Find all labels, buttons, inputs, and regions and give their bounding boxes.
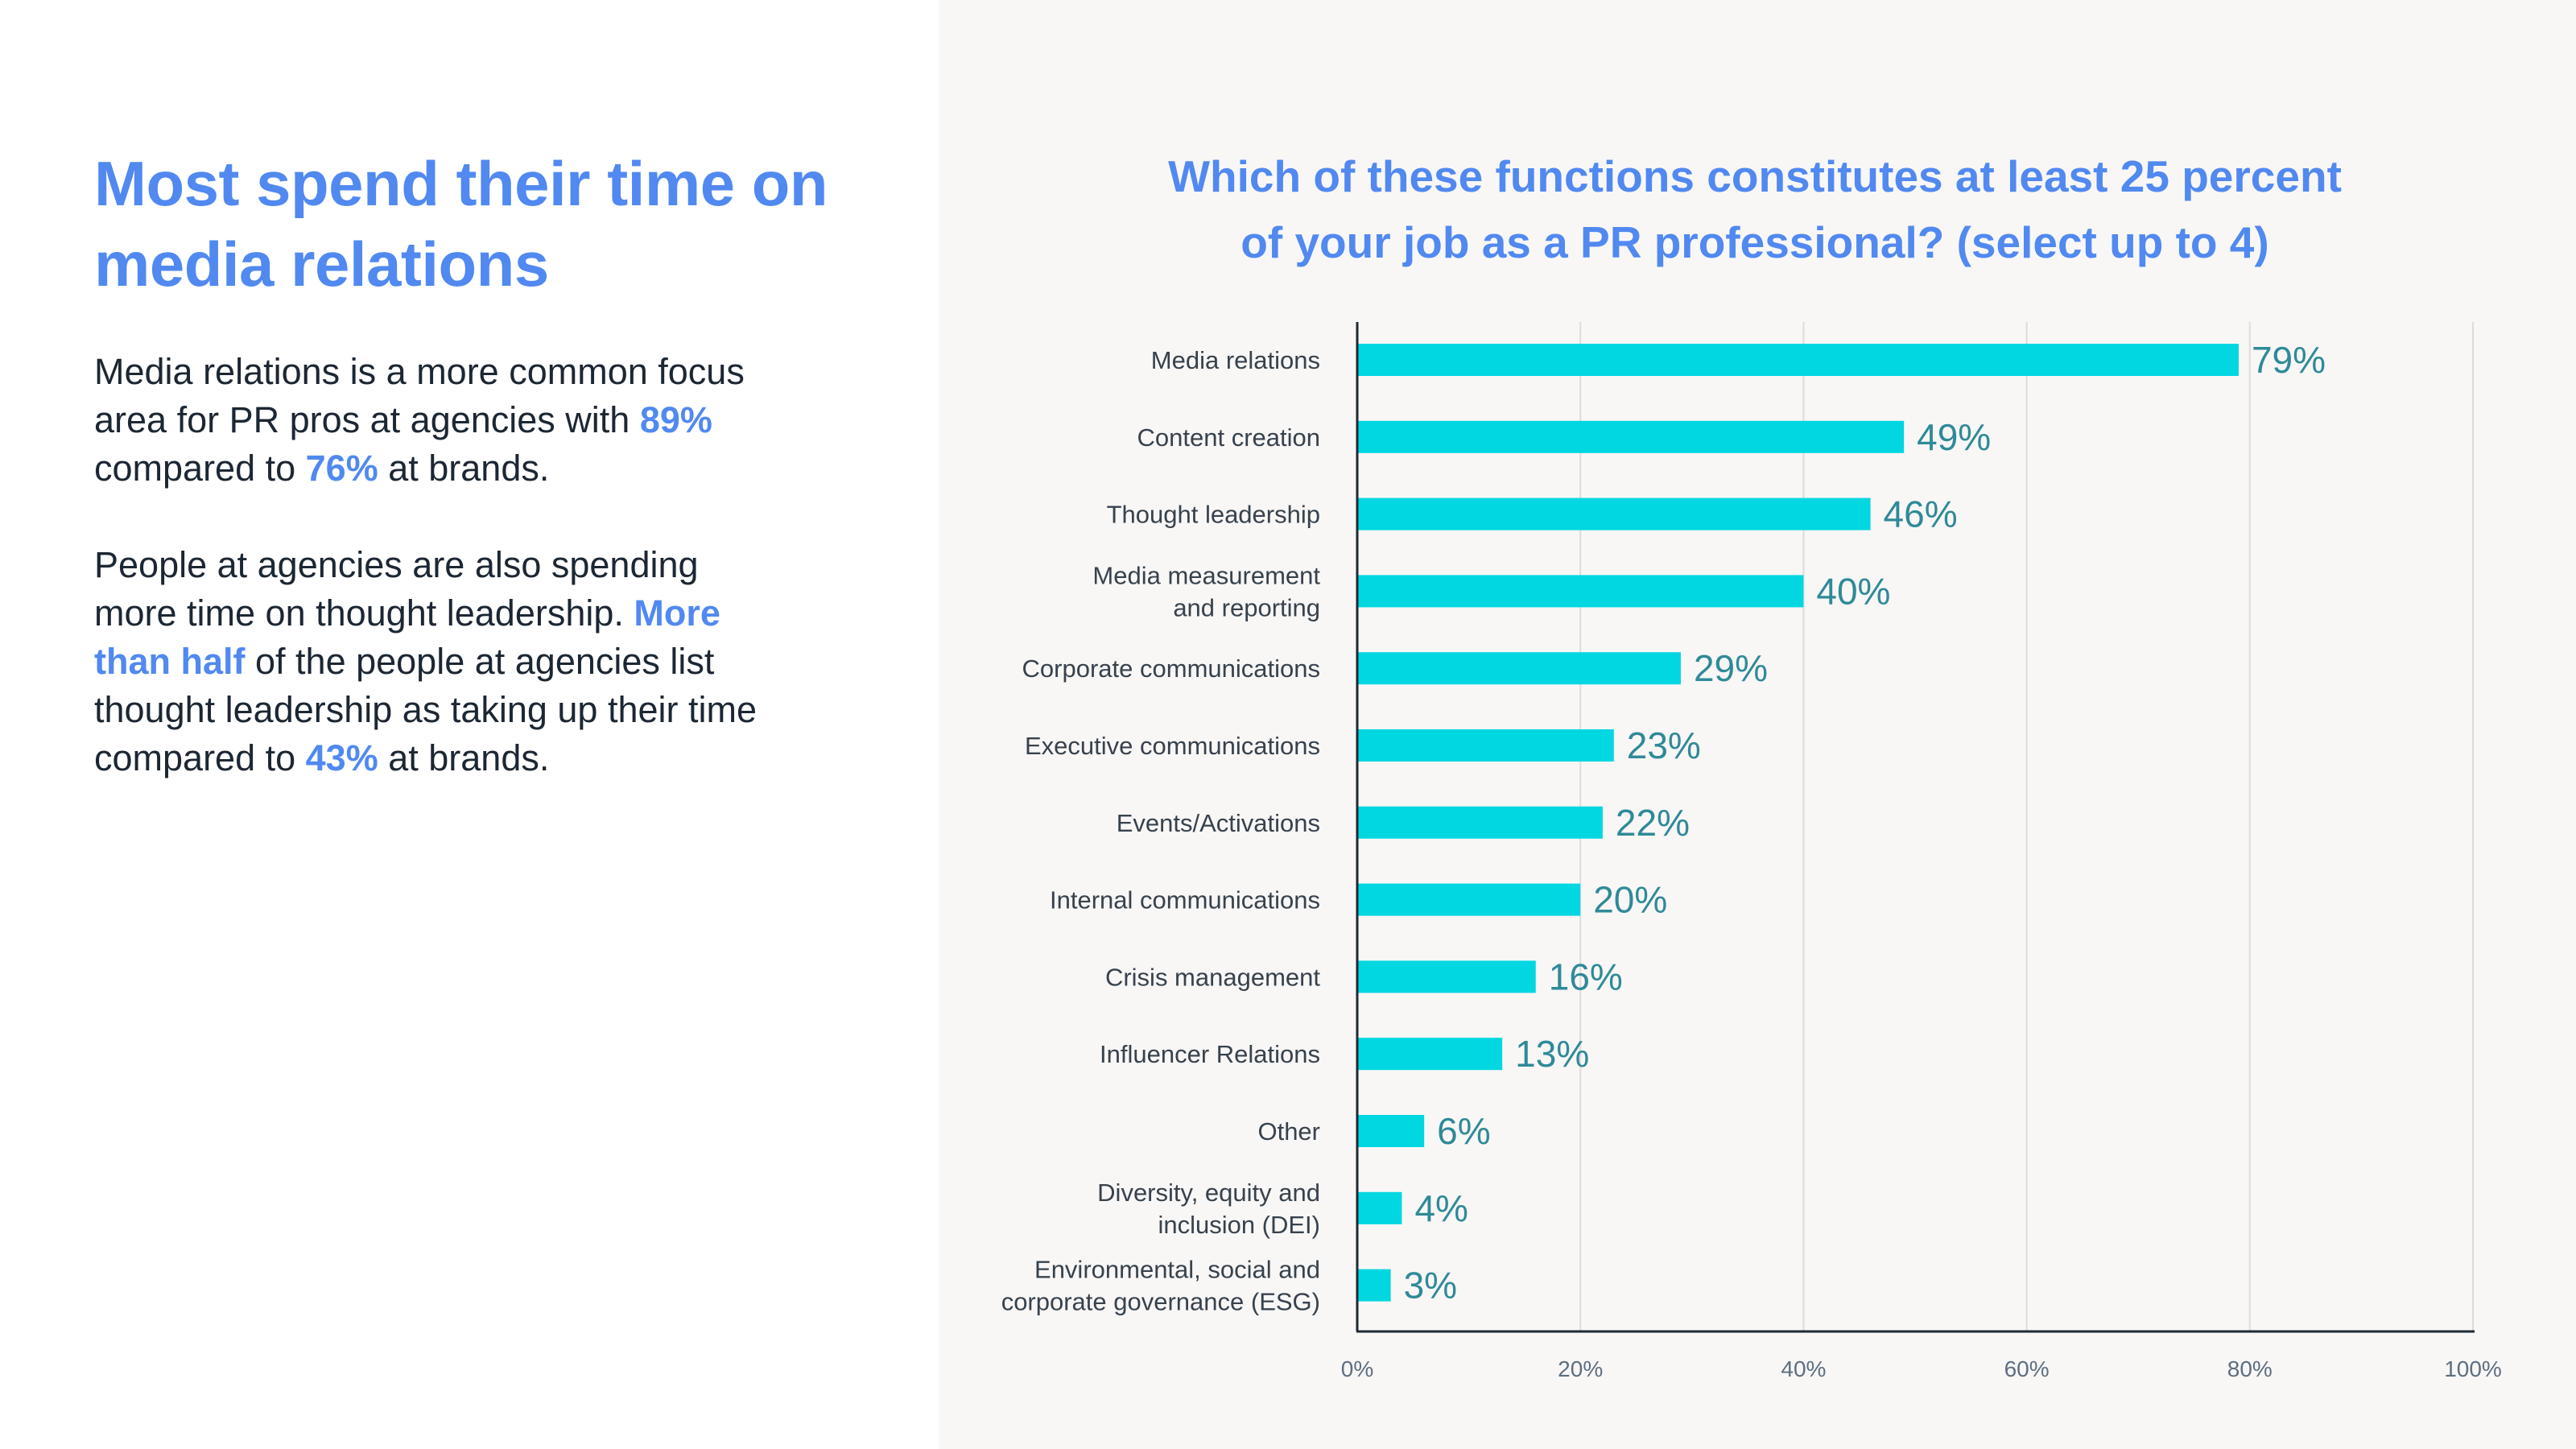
bar xyxy=(1357,960,1536,993)
category-label: Influencer Relations xyxy=(1100,1040,1320,1068)
bar-value-label: 79% xyxy=(2252,339,2326,381)
body-paragraph-1: Media relations is a more common focus a… xyxy=(94,348,786,493)
highlight-stat: More than half xyxy=(94,592,720,682)
category-label: Environmental, social and corporate gover… xyxy=(1001,1256,1320,1316)
chart-title: Which of these functions constitutes at … xyxy=(1111,143,2399,275)
chart-title-line-2: of your job as a PR professional? (selec… xyxy=(1241,217,2269,267)
paragraph-text: Media relations is a more common focus a… xyxy=(94,351,745,440)
category-label: Other xyxy=(1257,1117,1320,1146)
category-label: Media measurement and reporting xyxy=(1092,561,1320,621)
x-tick-label: 20% xyxy=(1558,1356,1603,1381)
x-tick-label: 60% xyxy=(2004,1356,2050,1381)
left-panel: Most spend their time on media relations… xyxy=(0,0,939,1449)
category-label: Diversity, equity and inclusion (DEI) xyxy=(1097,1179,1320,1239)
x-tick-label: 0% xyxy=(1341,1356,1373,1381)
chart-panel xyxy=(939,0,2576,1449)
paragraph-text: People at agencies are also spending mor… xyxy=(94,544,699,634)
category-label: Crisis management xyxy=(1105,963,1320,991)
x-tick-label: 100% xyxy=(2444,1356,2502,1381)
chart-title-line-1: Which of these functions constitutes at … xyxy=(1168,151,2342,201)
bar-value-label: 3% xyxy=(1404,1265,1457,1307)
bar-value-label: 16% xyxy=(1549,956,1623,997)
bar xyxy=(1357,883,1581,916)
bar-value-label: 13% xyxy=(1515,1033,1589,1075)
bar-value-label: 22% xyxy=(1616,802,1690,844)
bar xyxy=(1357,806,1603,839)
paragraph-text: of the people at agencies list thought l… xyxy=(94,641,758,778)
category-label: Internal communications xyxy=(1050,886,1320,914)
bar-value-label: 49% xyxy=(1917,416,1991,458)
paragraph-text: compared to xyxy=(94,448,306,489)
highlight-stat: 76% xyxy=(305,448,378,489)
bar-value-label: 46% xyxy=(1884,493,1958,535)
category-label: Corporate communications xyxy=(1022,654,1320,683)
bar-value-label: 4% xyxy=(1414,1187,1468,1229)
body-paragraph-2: People at agencies are also spending mor… xyxy=(94,541,786,782)
bar xyxy=(1357,344,2239,376)
highlight-stat: 43% xyxy=(305,737,378,778)
bar xyxy=(1357,575,1804,608)
paragraph-text: at brands. xyxy=(378,448,550,489)
category-label: Thought leadership xyxy=(1107,501,1320,529)
category-label: Content creation xyxy=(1137,423,1320,452)
page-title: Most spend their time on media relations xyxy=(94,148,828,299)
bar xyxy=(1357,1115,1425,1147)
x-tick-label: 80% xyxy=(2227,1356,2273,1381)
bar xyxy=(1357,1038,1503,1071)
bar-value-label: 29% xyxy=(1694,647,1768,689)
bar-value-label: 6% xyxy=(1437,1110,1490,1152)
x-tick-label: 40% xyxy=(1781,1356,1826,1381)
highlight-stat: 89% xyxy=(639,399,712,440)
bar-value-label: 23% xyxy=(1627,724,1701,766)
bar xyxy=(1357,652,1681,685)
bar xyxy=(1357,729,1614,762)
bar xyxy=(1357,420,1905,453)
bar xyxy=(1357,1269,1391,1302)
bar xyxy=(1357,1191,1402,1224)
category-label: Media relations xyxy=(1151,346,1320,374)
bar xyxy=(1357,497,1871,530)
category-label: Executive communications xyxy=(1025,732,1320,760)
paragraph-text: at brands. xyxy=(378,737,550,778)
category-label: Events/Activations xyxy=(1117,809,1320,837)
bar-value-label: 40% xyxy=(1816,570,1890,612)
bar-value-label: 20% xyxy=(1593,879,1667,921)
